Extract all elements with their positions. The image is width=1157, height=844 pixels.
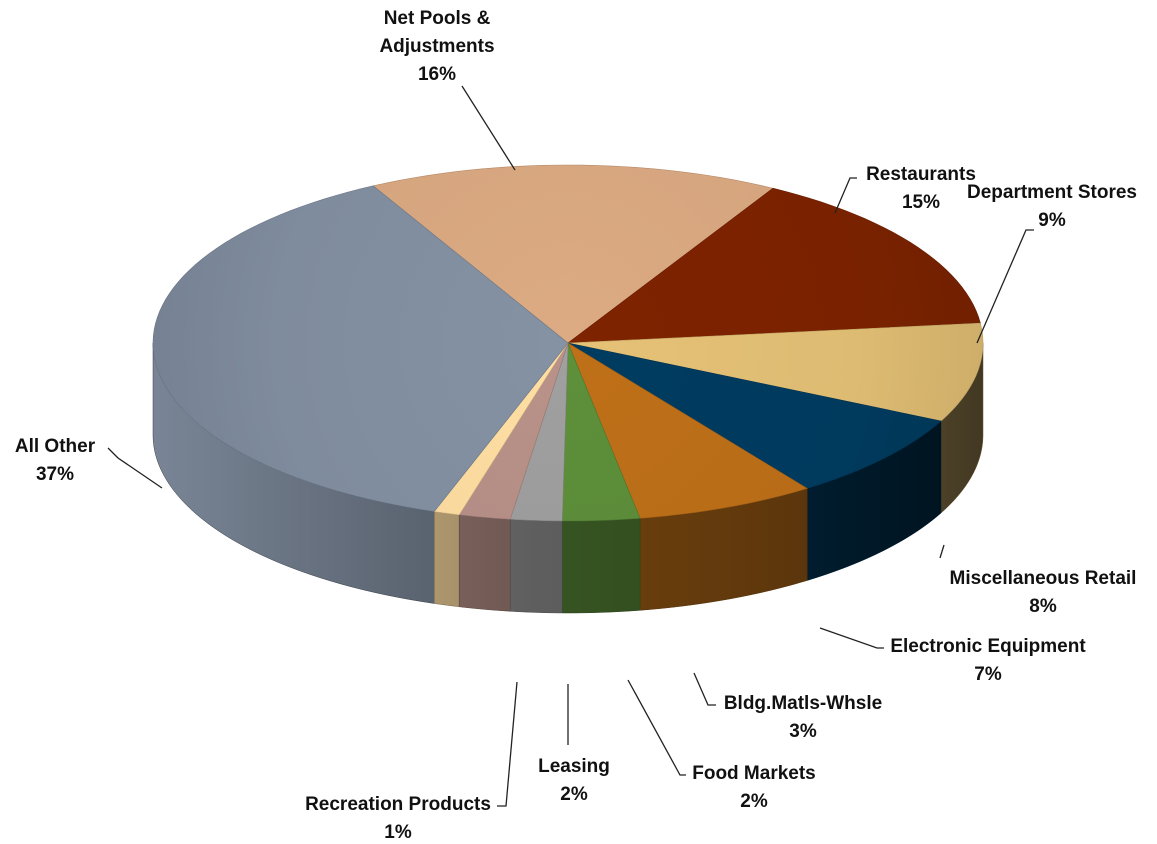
pie-slice-all-other <box>152 185 569 512</box>
leader-line-recreation-products <box>497 681 518 807</box>
slice-percent-miscellaneous-retail: 8% <box>1029 596 1057 617</box>
slice-label-miscellaneous-retail: Miscellaneous Retail 8% <box>950 568 1137 617</box>
slice-name-net-pools-adjustments: Adjustments <box>379 36 494 57</box>
slice-label-electronic-equipment: Electronic Equipment 7% <box>890 636 1086 685</box>
slice-percent-department-stores: 9% <box>1038 210 1066 231</box>
slice-name-department-stores: Department Stores <box>967 182 1137 203</box>
slice-name-restaurants: Restaurants <box>866 164 976 185</box>
slice-name-electronic-equipment: Electronic Equipment <box>890 636 1086 657</box>
pie-tops <box>152 164 984 522</box>
leader-line-bldg-matls-whsle <box>693 672 716 706</box>
slice-percent-net-pools-adjustments: 16% <box>418 64 456 85</box>
slice-percent-electronic-equipment: 7% <box>974 664 1002 685</box>
slice-percent-food-markets: 2% <box>740 791 768 812</box>
slice-label-all-other: All Other 37% <box>15 436 96 485</box>
slice-label-restaurants: Restaurants 15% <box>866 164 976 213</box>
slice-label-leasing: Leasing 2% <box>538 756 610 805</box>
pie-side-recreation-products <box>434 511 460 608</box>
leader-line-electronic-equipment <box>819 627 884 649</box>
pie-sides <box>152 342 984 614</box>
slice-labels: Net Pools & Adjustments 16% Restaurants 15% D… <box>15 8 1137 843</box>
slice-percent-recreation-products: 1% <box>384 822 412 843</box>
leader-line-miscellaneous-retail <box>939 544 945 559</box>
slice-label-recreation-products: Recreation Products 1% <box>305 794 491 843</box>
pie-slice-department-stores <box>567 322 984 422</box>
leader-lines <box>107 85 1034 807</box>
pie-side-food-markets <box>509 519 563 614</box>
slice-name-miscellaneous-retail: Miscellaneous Retail <box>950 568 1137 589</box>
slice-name-leasing: Leasing <box>538 756 610 777</box>
pie-slice-electronic-equipment <box>567 342 808 519</box>
leader-line-restaurants <box>834 177 857 214</box>
slice-label-net-pools-adjustments: Net Pools & Adjustments 16% <box>379 8 494 85</box>
slice-label-department-stores: Department Stores 9% <box>967 182 1137 231</box>
slice-name-recreation-products: Recreation Products <box>305 794 491 815</box>
slice-percent-restaurants: 15% <box>902 192 940 213</box>
slice-percent-all-other: 37% <box>36 464 74 485</box>
slice-label-bldg-matls-whsle: Bldg.Matls-Whsle 3% <box>724 693 882 742</box>
pie-slice-leasing <box>458 342 569 520</box>
pie-slice-bldg-matls-whsle <box>561 342 641 522</box>
leader-line-net-pools-adjustments <box>461 85 516 171</box>
slice-name-all-other: All Other <box>15 436 96 457</box>
slice-name-bldg-matls-whsle: Bldg.Matls-Whsle <box>724 693 882 714</box>
pie-side-leasing <box>458 514 511 612</box>
pie-slice-net-pools-adjustments <box>372 164 774 344</box>
leader-line-department-stores <box>976 229 1034 344</box>
leader-line-all-other <box>107 447 163 489</box>
slice-label-food-markets: Food Markets 2% <box>692 763 816 812</box>
pie-slice-miscellaneous-retail <box>567 342 942 489</box>
slice-name-food-markets: Food Markets <box>692 763 816 784</box>
pie-side-bldg-matls-whsle <box>561 518 641 614</box>
slice-name-net-pools-adjustments: Net Pools & <box>384 8 491 29</box>
slice-percent-leasing: 2% <box>560 784 588 805</box>
slice-percent-bldg-matls-whsle: 3% <box>789 721 817 742</box>
leader-line-food-markets <box>627 679 686 776</box>
pie-slice-restaurants <box>567 187 981 344</box>
pie-slice-recreation-products <box>433 342 569 516</box>
